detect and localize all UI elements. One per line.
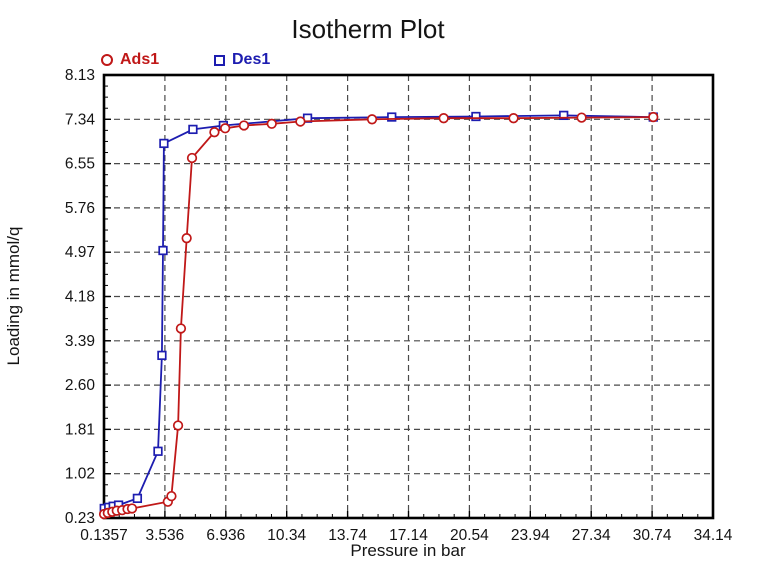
legend-label-des1: Des1 xyxy=(232,51,271,68)
y-tick-label: 7.34 xyxy=(65,111,96,128)
y-tick-label: 1.02 xyxy=(65,466,95,483)
marker-circle-ads1 xyxy=(209,127,220,138)
marker-circle-ads1 xyxy=(126,503,138,514)
marker-circle-ads1 xyxy=(220,123,231,134)
x-tick-label: 6.936 xyxy=(206,527,245,544)
x-tick-label: 30.74 xyxy=(633,527,672,544)
marker-circle-ads1 xyxy=(508,113,519,124)
y-tick-label: 1.81 xyxy=(65,421,95,438)
x-tick-label: 23.94 xyxy=(511,527,550,544)
y-tick-label: 2.60 xyxy=(65,377,96,394)
marker-circle-ads1 xyxy=(438,113,449,124)
marker-circle-ads1 xyxy=(181,233,192,244)
legend-label-ads1: Ads1 xyxy=(120,51,160,68)
marker-square-des1 xyxy=(559,110,569,121)
y-tick-label: 4.97 xyxy=(65,244,95,261)
x-tick-label: 0.1357 xyxy=(80,527,127,544)
marker-circle-ads1 xyxy=(648,111,659,123)
marker-circle-ads1 xyxy=(366,114,378,125)
marker-square-des1 xyxy=(188,124,198,135)
marker-square-des1 xyxy=(158,245,168,256)
legend-item-des1: Des1 xyxy=(214,51,270,69)
marker-circle-ads1 xyxy=(175,323,187,334)
x-tick-label: 20.54 xyxy=(450,527,489,544)
x-tick-label: 27.34 xyxy=(572,527,611,544)
legend: Ads1 Des1 xyxy=(0,51,768,71)
y-tick-label: 3.39 xyxy=(65,333,95,350)
y-tick-label: 6.55 xyxy=(65,156,95,173)
marker-circle-ads1 xyxy=(266,118,277,129)
des1-square-marker-icon xyxy=(214,54,225,66)
plot-border xyxy=(102,73,715,520)
y-axis-title: Loading in mmol/q xyxy=(4,226,23,366)
marker-circle-ads1 xyxy=(172,420,184,431)
x-tick-label: 13.74 xyxy=(328,527,367,544)
marker-square-des1 xyxy=(132,493,143,504)
marker-circle-ads1 xyxy=(186,152,198,164)
marker-square-des1 xyxy=(159,138,169,149)
marker-square-des1 xyxy=(153,446,163,456)
x-axis-title: Pressure in bar xyxy=(350,541,466,560)
marker-circle-ads1 xyxy=(166,490,177,502)
y-tick-label: 8.13 xyxy=(65,67,95,84)
marker-square-des1 xyxy=(471,111,481,122)
marker-square-des1 xyxy=(157,350,167,361)
ads1-circle-marker-icon xyxy=(101,54,113,66)
y-tick-label: 5.76 xyxy=(65,200,95,217)
x-tick-label: 10.34 xyxy=(267,527,306,544)
marker-circle-ads1 xyxy=(576,112,587,123)
series-line-des1 xyxy=(104,114,654,510)
marker-circle-ads1 xyxy=(295,116,306,127)
y-tick-label: 0.23 xyxy=(65,510,95,527)
x-tick-label: 34.14 xyxy=(694,527,733,544)
x-tick-label: 3.536 xyxy=(146,527,185,544)
marker-circle-ads1 xyxy=(238,120,250,131)
y-tick-label: 4.18 xyxy=(65,289,95,306)
legend-item-ads1: Ads1 xyxy=(101,51,159,69)
series-line-ads1 xyxy=(103,116,654,515)
marker-square-des1 xyxy=(387,112,397,122)
x-tick-label: 17.14 xyxy=(389,527,428,544)
chart-title: Isotherm Plot xyxy=(291,14,445,44)
